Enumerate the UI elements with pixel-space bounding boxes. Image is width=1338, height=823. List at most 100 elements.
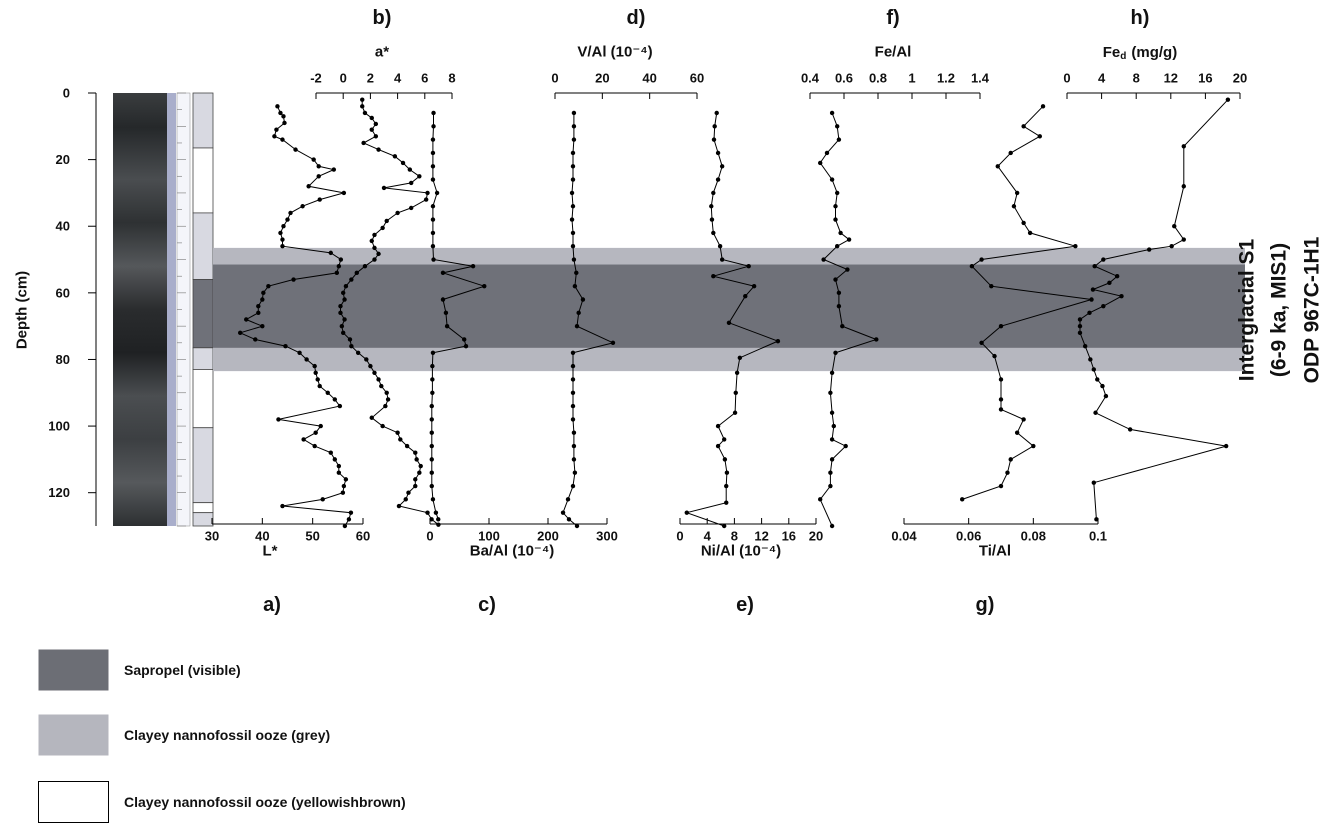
data-point <box>333 397 337 401</box>
data-point <box>1107 281 1111 285</box>
data-point <box>1015 191 1019 195</box>
data-point <box>830 524 834 528</box>
data-point <box>575 524 579 528</box>
data-point <box>430 404 434 408</box>
data-point <box>1088 357 1092 361</box>
data-point <box>1091 287 1095 291</box>
data-point <box>733 411 737 415</box>
data-point <box>275 104 279 108</box>
x-tick-label: 8 <box>1133 71 1140 86</box>
data-point <box>833 217 837 221</box>
data-point <box>385 219 389 223</box>
data-point <box>417 471 421 475</box>
data-point <box>752 284 756 288</box>
data-point <box>430 484 434 488</box>
data-point <box>282 121 286 125</box>
data-point <box>379 384 383 388</box>
data-point <box>874 337 878 341</box>
data-point <box>276 417 280 421</box>
data-point <box>1095 377 1099 381</box>
data-point <box>293 147 297 151</box>
lithology-interval <box>193 280 213 348</box>
lithology-interval <box>193 513 213 526</box>
data-point <box>431 204 435 208</box>
panel-letter: c) <box>478 594 496 616</box>
data-point <box>342 191 346 195</box>
data-point <box>1169 244 1173 248</box>
data-point <box>342 297 346 301</box>
data-point <box>281 114 285 118</box>
data-point <box>1101 304 1105 308</box>
data-point <box>960 497 964 501</box>
data-point <box>317 164 321 168</box>
data-point <box>401 161 405 165</box>
data-point <box>313 431 317 435</box>
lithology-interval <box>193 213 213 280</box>
data-point <box>333 457 337 461</box>
x-axis-title-rest: (mg/g) <box>1131 44 1177 61</box>
data-point <box>329 451 333 455</box>
panel-letter: d) <box>627 7 646 29</box>
y-tick-label: 0 <box>63 86 70 101</box>
data-point <box>725 471 729 475</box>
data-point <box>1078 324 1082 328</box>
data-point <box>372 257 376 261</box>
data-point <box>405 444 409 448</box>
data-point <box>1083 344 1087 348</box>
data-point <box>571 377 575 381</box>
x-tick-label: 12 <box>754 529 768 544</box>
data-point <box>999 407 1003 411</box>
data-point <box>571 204 575 208</box>
data-point <box>380 424 384 428</box>
data-point <box>372 246 376 250</box>
data-point <box>716 177 720 181</box>
data-point <box>835 244 839 248</box>
data-point <box>727 321 731 325</box>
x-tick-label: 1.2 <box>937 71 955 86</box>
data-point <box>341 490 345 494</box>
data-point <box>828 484 832 488</box>
x-tick-label: 0.08 <box>1021 529 1046 544</box>
data-point <box>720 164 724 168</box>
data-point <box>253 337 257 341</box>
data-point <box>724 500 728 504</box>
data-point <box>571 391 575 395</box>
data-point <box>291 277 295 281</box>
x-tick-label: 0.8 <box>869 71 887 86</box>
data-point <box>278 231 282 235</box>
data-point <box>337 264 341 268</box>
data-point <box>431 111 435 115</box>
data-point <box>425 510 429 514</box>
data-point <box>424 197 428 201</box>
x-axis-title-sub: d <box>1120 51 1126 62</box>
data-point <box>317 174 321 178</box>
data-point <box>360 97 364 101</box>
data-point <box>349 344 353 348</box>
data-point <box>573 471 577 475</box>
data-point <box>840 324 844 328</box>
lithology-interval <box>193 503 213 513</box>
data-point <box>573 284 577 288</box>
data-point <box>992 354 996 358</box>
data-point <box>571 164 575 168</box>
data-point <box>712 124 716 128</box>
lithology-interval <box>193 428 213 503</box>
data-point <box>372 371 376 375</box>
data-point <box>348 337 352 341</box>
data-point <box>830 371 834 375</box>
data-point <box>833 204 837 208</box>
data-point <box>710 217 714 221</box>
x-tick-label: 12 <box>1164 71 1178 86</box>
data-point <box>338 404 342 408</box>
data-point <box>571 244 575 248</box>
data-point <box>313 371 317 375</box>
x-tick-label: 20 <box>1233 71 1247 86</box>
data-point <box>343 524 347 528</box>
data-point <box>735 371 739 375</box>
x-tick-label: 8 <box>731 529 738 544</box>
data-point <box>413 477 417 481</box>
data-point <box>571 177 575 181</box>
data-point <box>431 217 435 221</box>
x-tick-label: 200 <box>537 529 559 544</box>
data-point <box>1028 231 1032 235</box>
